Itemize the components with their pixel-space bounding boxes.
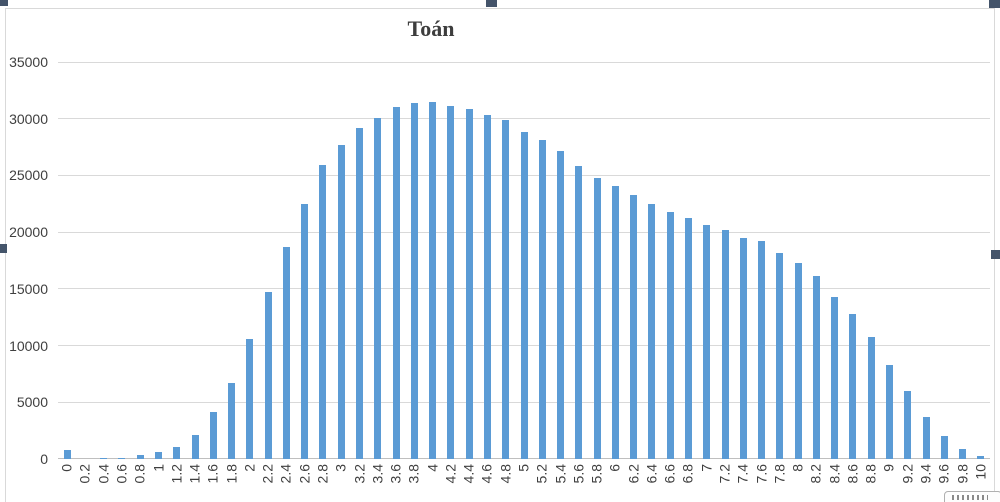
bar-1.6[interactable] [209, 412, 217, 459]
bar-6[interactable] [611, 186, 619, 459]
y-tick-label: 20000 [9, 224, 48, 241]
gridline-35000 [58, 61, 990, 63]
y-tick-label: 35000 [9, 54, 48, 70]
selection-handle-top-left[interactable] [0, 0, 8, 6]
bar-3.2[interactable] [356, 128, 364, 459]
bar-2[interactable] [246, 339, 254, 459]
bar-1.2[interactable] [173, 447, 181, 459]
bar-3[interactable] [337, 145, 345, 459]
bar-8.8[interactable] [867, 337, 875, 459]
selection-handle-top-right[interactable] [989, 0, 1000, 8]
plot-area [58, 61, 990, 459]
bar-6.2[interactable] [630, 195, 638, 459]
selection-handle-right-middle[interactable] [991, 250, 1000, 259]
bar-2.8[interactable] [319, 165, 327, 459]
bar-7[interactable] [703, 225, 711, 459]
y-tick-label: 10000 [9, 337, 48, 354]
bar-0[interactable] [63, 450, 71, 459]
bar-6.4[interactable] [648, 204, 656, 459]
bar-1.8[interactable] [228, 383, 236, 459]
bar-8.6[interactable] [849, 314, 857, 459]
bar-5.8[interactable] [593, 178, 601, 459]
bar-3.6[interactable] [392, 107, 400, 459]
illegible-tiny-text [952, 495, 988, 500]
y-tick-label: 0 [40, 451, 48, 467]
bar-3.8[interactable] [410, 103, 418, 459]
bar-9.6[interactable] [940, 436, 948, 459]
bar-10[interactable] [977, 456, 985, 459]
bar-9[interactable] [885, 365, 893, 459]
bar-2.6[interactable] [301, 204, 309, 459]
bar-9.8[interactable] [959, 449, 967, 459]
gridline-30000 [58, 118, 990, 120]
bar-7.8[interactable] [776, 253, 784, 459]
bar-6.8[interactable] [684, 218, 692, 459]
bar-0.4[interactable] [100, 458, 108, 459]
selection-handle-left-middle[interactable] [0, 244, 7, 253]
bar-1[interactable] [155, 452, 162, 459]
bar-1.4[interactable] [191, 435, 199, 459]
bar-9.4[interactable] [922, 417, 930, 459]
bar-0.8[interactable] [136, 455, 144, 459]
bar-4[interactable] [429, 102, 437, 459]
chart-title[interactable]: Toán [407, 16, 455, 41]
bar-8.4[interactable] [831, 297, 839, 459]
y-tick-label: 30000 [9, 110, 48, 127]
bar-7.6[interactable] [758, 241, 766, 459]
bar-6.6[interactable] [666, 212, 674, 459]
bar-5[interactable] [520, 132, 528, 459]
bar-5.2[interactable] [538, 140, 546, 459]
y-tick-label: 5000 [16, 394, 48, 411]
partial-overlay-box [944, 491, 1000, 502]
bar-2.4[interactable] [282, 247, 290, 459]
bar-4.4[interactable] [465, 109, 473, 459]
bar-4.2[interactable] [447, 106, 455, 459]
bar-7.4[interactable] [739, 238, 747, 459]
y-tick-label: 25000 [9, 167, 48, 184]
y-axis-labels: 0 5000 10000 15000 20000 25000 30000 35000 [0, 54, 48, 467]
bar-8[interactable] [794, 263, 802, 459]
bar-5.6[interactable] [575, 166, 583, 459]
bar-5.4[interactable] [557, 151, 565, 459]
bar-2.2[interactable] [264, 292, 272, 459]
selection-handle-top-center[interactable] [486, 0, 497, 7]
bar-8.2[interactable] [812, 276, 820, 459]
x-axis-labels: 0 0.2 0.4 0.6 0.8 1 1.2 1.4 1.6 1.8 2 2.2 2.4 2.6 2.8 3… [58, 464, 989, 484]
bar-4.8[interactable] [502, 120, 510, 459]
bar-0.6[interactable] [118, 458, 126, 459]
bar-7.2[interactable] [721, 230, 729, 459]
bar-3.4[interactable] [374, 118, 382, 459]
y-tick-label: 15000 [9, 280, 48, 297]
bar-4.6[interactable] [483, 115, 491, 459]
bar-9.2[interactable] [904, 391, 912, 459]
